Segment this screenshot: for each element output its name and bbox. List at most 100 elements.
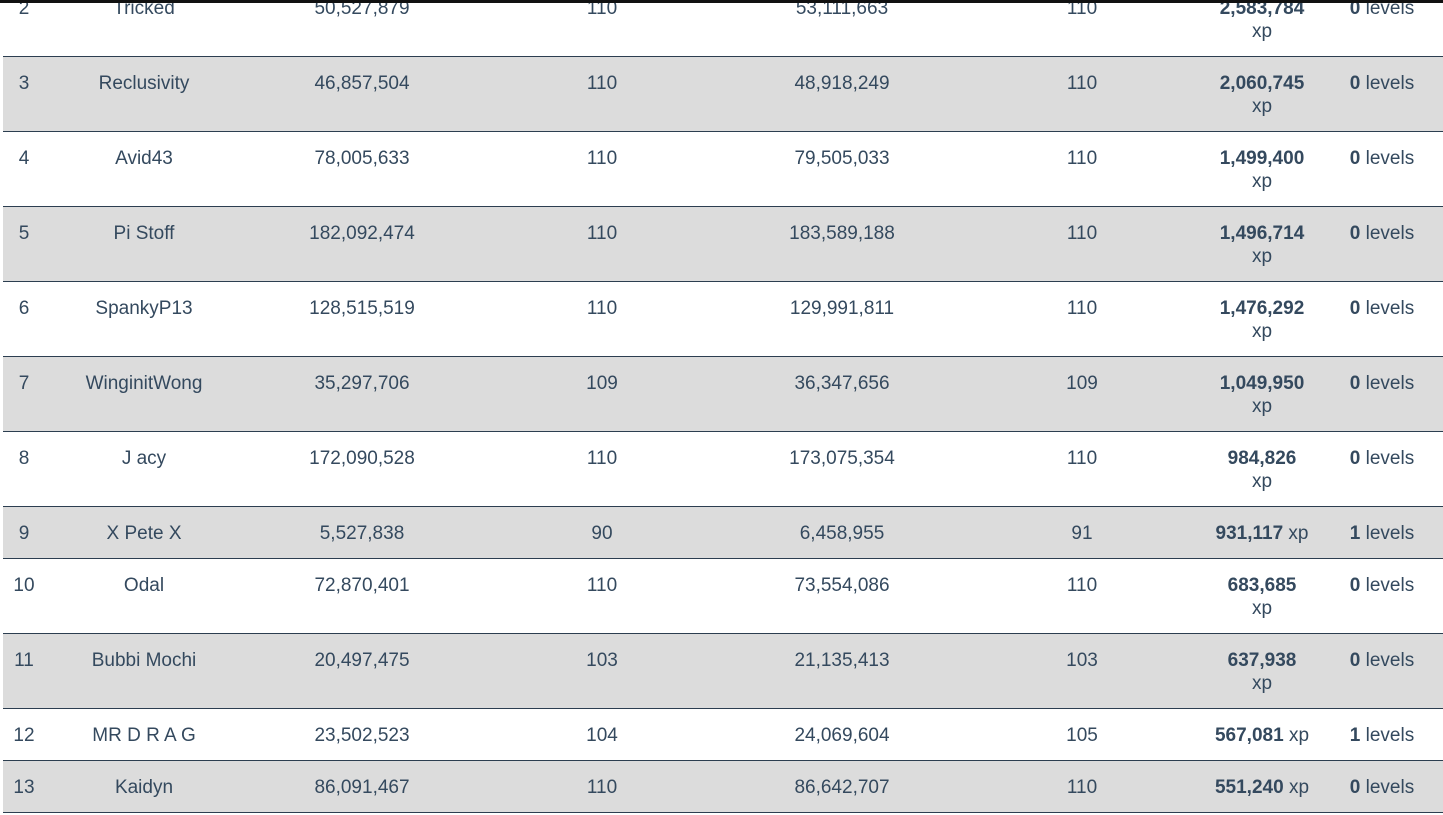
xp-gained-value: 637,938 xyxy=(1227,650,1297,671)
levels-gained-value: 0 xyxy=(1349,0,1361,19)
xp-gained-value: 1,499,400 xyxy=(1219,148,1305,169)
start-xp: 20,497,475 xyxy=(314,650,410,671)
xp-gained: 637,938 xp xyxy=(1202,649,1322,695)
end-level: 110 xyxy=(1066,0,1098,19)
start-xp: 5,527,838 xyxy=(319,523,405,544)
xp-gained: 1,499,400 xp xyxy=(1202,147,1322,193)
xp-gained-value: 2,060,745 xyxy=(1219,73,1305,94)
levels-gained: 0 levels xyxy=(1322,72,1442,95)
start-xp: 86,091,467 xyxy=(314,777,410,798)
player-name: Avid43 xyxy=(115,148,173,169)
table-row: 5 Pi Stoff 182,092,474 110 183,589,188 110 1,4… xyxy=(3,207,1443,282)
start-level: 110 xyxy=(586,148,618,169)
levels-gained-value: 0 xyxy=(1349,148,1361,169)
end-xp: 36,347,656 xyxy=(794,373,890,394)
start-xp: 72,870,401 xyxy=(314,575,410,596)
end-xp: 129,991,811 xyxy=(789,298,895,319)
player-name: Kaidyn xyxy=(114,777,174,798)
levels-gained: 1 levels xyxy=(1322,522,1442,545)
player-name: Pi Stoff xyxy=(113,223,175,244)
player-name: Bubbi Mochi xyxy=(91,650,197,671)
levels-unit: levels xyxy=(1365,725,1415,746)
xp-gained: 931,117 xp xyxy=(1202,522,1322,545)
xp-unit: xp xyxy=(1288,725,1310,746)
levels-gained-value: 0 xyxy=(1349,373,1361,394)
xp-gained-value: 551,240 xyxy=(1214,777,1284,798)
end-level: 110 xyxy=(1066,148,1098,169)
rank: 4 xyxy=(18,148,30,169)
levels-gained: 0 levels xyxy=(1322,447,1442,470)
levels-gained-value: 1 xyxy=(1349,523,1361,544)
levels-gained-value: 0 xyxy=(1349,650,1361,671)
end-level: 109 xyxy=(1066,373,1098,394)
rank: 7 xyxy=(18,373,30,394)
table-row: 9 X Pete X 5,527,838 90 6,458,955 91 931,117 x… xyxy=(3,507,1443,559)
player-name: Tricked xyxy=(113,0,175,19)
xp-unit: xp xyxy=(1251,471,1273,492)
xp-gained-value: 1,496,714 xyxy=(1219,223,1305,244)
xp-unit: xp xyxy=(1251,321,1273,342)
player-name: SpankyP13 xyxy=(95,298,193,319)
player-name: MR D R A G xyxy=(92,725,196,746)
end-xp: 183,589,188 xyxy=(789,223,895,244)
levels-gained: 0 levels xyxy=(1322,372,1442,395)
levels-unit: levels xyxy=(1365,650,1415,671)
table-row: 12 MR D R A G 23,502,523 104 24,069,604 105 56… xyxy=(3,709,1443,761)
rank: 3 xyxy=(18,73,30,94)
xp-gained: 551,240 xp xyxy=(1202,776,1322,799)
player-name: Reclusivity xyxy=(98,73,190,94)
xp-gained: 683,685 xp xyxy=(1202,574,1322,620)
start-level: 90 xyxy=(591,523,613,544)
start-xp: 46,857,504 xyxy=(314,73,410,94)
xp-unit: xp xyxy=(1288,777,1310,798)
end-xp: 173,075,354 xyxy=(789,448,895,469)
xp-gained: 567,081 xp xyxy=(1202,724,1322,747)
leaderboard-table: 2 Tricked 50,527,879 110 53,111,663 110 2,583,… xyxy=(3,0,1443,813)
xp-unit: xp xyxy=(1251,171,1273,192)
start-xp: 182,092,474 xyxy=(309,223,415,244)
levels-gained: 0 levels xyxy=(1322,574,1442,597)
levels-unit: levels xyxy=(1365,575,1415,596)
player-name: X Pete X xyxy=(106,523,182,544)
end-level: 91 xyxy=(1071,523,1093,544)
end-level: 110 xyxy=(1066,575,1098,596)
start-xp: 172,090,528 xyxy=(309,448,415,469)
xp-gained: 2,583,784 xp xyxy=(1202,0,1322,43)
rank: 6 xyxy=(18,298,30,319)
rank: 13 xyxy=(13,777,35,798)
start-level: 103 xyxy=(586,650,618,671)
rank: 9 xyxy=(18,523,30,544)
end-level: 110 xyxy=(1066,448,1098,469)
xp-unit: xp xyxy=(1251,96,1273,117)
start-xp: 50,527,879 xyxy=(314,0,410,19)
levels-gained-value: 0 xyxy=(1349,223,1361,244)
xp-gained: 1,049,950 xp xyxy=(1202,372,1322,418)
xp-gained: 1,476,292 xp xyxy=(1202,297,1322,343)
end-level: 105 xyxy=(1066,725,1098,746)
xp-gained-value: 567,081 xyxy=(1214,725,1284,746)
end-xp: 6,458,955 xyxy=(799,523,885,544)
start-xp: 78,005,633 xyxy=(314,148,410,169)
player-name: WinginitWong xyxy=(85,373,203,394)
end-level: 110 xyxy=(1066,223,1098,244)
end-xp: 73,554,086 xyxy=(794,575,890,596)
end-xp: 24,069,604 xyxy=(794,725,890,746)
start-level: 110 xyxy=(586,777,618,798)
levels-gained: 0 levels xyxy=(1322,297,1442,320)
xp-gained: 984,826 xp xyxy=(1202,447,1322,493)
start-level: 110 xyxy=(586,448,618,469)
end-level: 103 xyxy=(1066,650,1098,671)
levels-gained-value: 0 xyxy=(1349,575,1361,596)
levels-unit: levels xyxy=(1365,298,1415,319)
levels-unit: levels xyxy=(1365,73,1415,94)
end-xp: 79,505,033 xyxy=(794,148,890,169)
levels-unit: levels xyxy=(1365,0,1415,19)
levels-gained: 0 levels xyxy=(1322,222,1442,245)
start-xp: 128,515,519 xyxy=(309,298,415,319)
table-row: 11 Bubbi Mochi 20,497,475 103 21,135,413 103 6… xyxy=(3,634,1443,709)
start-xp: 35,297,706 xyxy=(314,373,410,394)
levels-gained-value: 0 xyxy=(1349,448,1361,469)
levels-unit: levels xyxy=(1365,448,1415,469)
end-xp: 48,918,249 xyxy=(794,73,890,94)
